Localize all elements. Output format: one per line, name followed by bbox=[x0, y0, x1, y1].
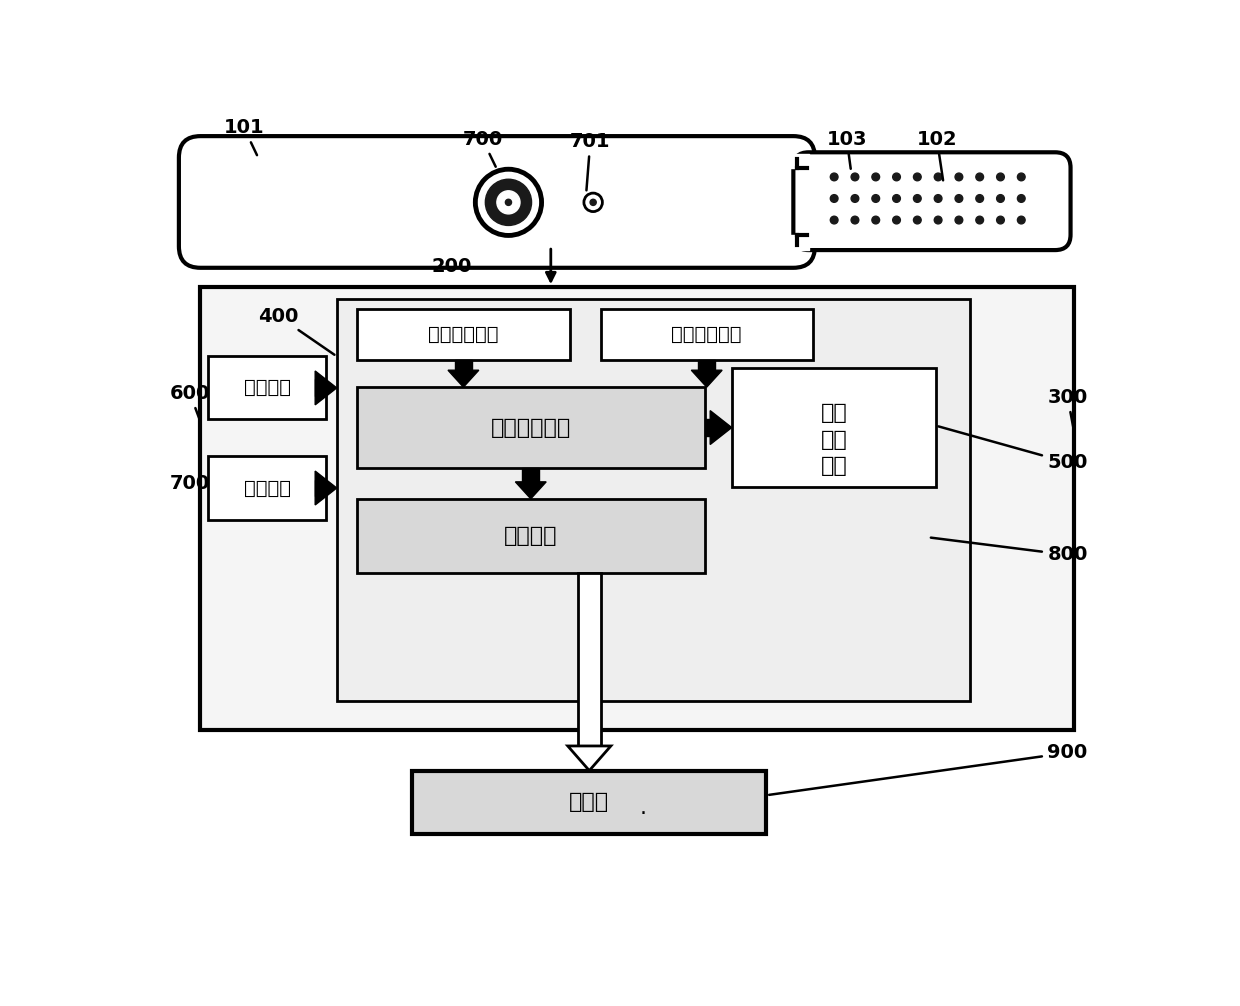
Circle shape bbox=[475, 169, 542, 235]
Circle shape bbox=[997, 194, 1004, 202]
Circle shape bbox=[831, 173, 838, 181]
Circle shape bbox=[584, 193, 603, 211]
Circle shape bbox=[955, 194, 962, 202]
Circle shape bbox=[934, 194, 942, 202]
Text: 103: 103 bbox=[826, 130, 867, 169]
Circle shape bbox=[872, 173, 879, 181]
Bar bbox=[698, 360, 715, 370]
Text: 600: 600 bbox=[170, 383, 210, 420]
Circle shape bbox=[872, 194, 879, 202]
Text: 500: 500 bbox=[939, 427, 1087, 472]
Bar bbox=[704, 420, 711, 436]
Bar bbox=[315, 379, 326, 396]
Bar bbox=[455, 360, 472, 370]
Text: 700: 700 bbox=[170, 474, 210, 493]
Circle shape bbox=[506, 199, 512, 205]
FancyBboxPatch shape bbox=[794, 152, 1070, 250]
Bar bbox=[412, 771, 766, 834]
Circle shape bbox=[851, 194, 859, 202]
Polygon shape bbox=[315, 371, 337, 404]
Bar bbox=[201, 287, 1074, 729]
Bar bbox=[315, 480, 326, 497]
Circle shape bbox=[934, 216, 942, 224]
Circle shape bbox=[976, 216, 983, 224]
Text: 状态检测装置: 状态检测装置 bbox=[672, 325, 742, 344]
Text: 通信装置: 通信装置 bbox=[503, 526, 558, 546]
Circle shape bbox=[872, 216, 879, 224]
Text: 装置: 装置 bbox=[821, 456, 847, 476]
Polygon shape bbox=[315, 471, 337, 505]
Text: 电源装置: 电源装置 bbox=[243, 378, 290, 397]
Circle shape bbox=[851, 216, 859, 224]
Circle shape bbox=[893, 173, 900, 181]
Text: 700: 700 bbox=[463, 130, 502, 167]
Bar bbox=[208, 356, 326, 420]
Circle shape bbox=[485, 179, 532, 225]
Circle shape bbox=[914, 216, 921, 224]
Circle shape bbox=[1017, 194, 1025, 202]
Circle shape bbox=[497, 191, 520, 214]
Bar bbox=[357, 309, 570, 360]
Text: 声音: 声音 bbox=[821, 403, 847, 424]
Polygon shape bbox=[568, 746, 611, 771]
Bar bbox=[208, 457, 326, 519]
Circle shape bbox=[997, 216, 1004, 224]
Text: 800: 800 bbox=[931, 537, 1087, 564]
Text: 400: 400 bbox=[258, 307, 335, 355]
Circle shape bbox=[976, 173, 983, 181]
Bar bbox=[337, 299, 971, 701]
Circle shape bbox=[1017, 173, 1025, 181]
Circle shape bbox=[934, 173, 942, 181]
Circle shape bbox=[590, 199, 596, 205]
Circle shape bbox=[955, 216, 962, 224]
Bar bbox=[522, 468, 539, 482]
Text: 701: 701 bbox=[570, 132, 610, 190]
Text: 监控端: 监控端 bbox=[569, 792, 609, 812]
Text: 200: 200 bbox=[432, 257, 472, 276]
Text: 101: 101 bbox=[223, 118, 264, 155]
Circle shape bbox=[914, 194, 921, 202]
Bar bbox=[732, 368, 936, 487]
Bar bbox=[601, 309, 812, 360]
Polygon shape bbox=[516, 482, 546, 499]
Bar bbox=[578, 573, 601, 746]
Bar bbox=[357, 499, 704, 573]
Bar bbox=[357, 387, 704, 468]
Text: 900: 900 bbox=[769, 743, 1087, 795]
Text: .: . bbox=[640, 799, 647, 818]
Circle shape bbox=[997, 173, 1004, 181]
Text: 300: 300 bbox=[1048, 387, 1087, 431]
Circle shape bbox=[893, 216, 900, 224]
Polygon shape bbox=[711, 410, 732, 445]
Circle shape bbox=[831, 194, 838, 202]
Circle shape bbox=[893, 194, 900, 202]
Circle shape bbox=[831, 216, 838, 224]
FancyBboxPatch shape bbox=[179, 136, 815, 268]
Text: 数据处理装置: 数据处理装置 bbox=[491, 417, 570, 438]
Text: 102: 102 bbox=[916, 130, 957, 180]
Polygon shape bbox=[692, 370, 722, 387]
Text: 压力检测装置: 压力检测装置 bbox=[428, 325, 498, 344]
Circle shape bbox=[976, 194, 983, 202]
Text: 开关器件: 开关器件 bbox=[243, 479, 290, 498]
Circle shape bbox=[955, 173, 962, 181]
Circle shape bbox=[1017, 216, 1025, 224]
Circle shape bbox=[914, 173, 921, 181]
Polygon shape bbox=[448, 370, 479, 387]
Text: 反馈: 反馈 bbox=[821, 430, 847, 450]
Circle shape bbox=[851, 173, 859, 181]
